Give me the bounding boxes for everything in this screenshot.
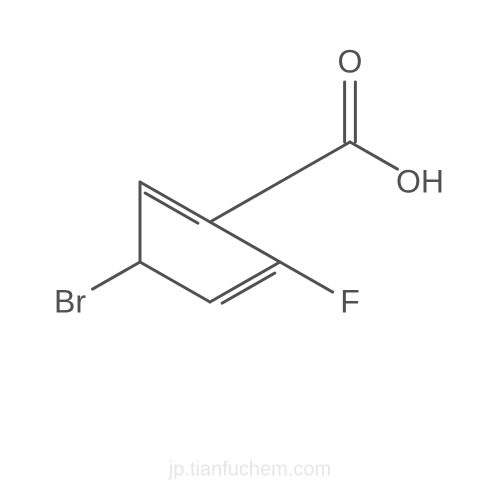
atom-label-oH: OH bbox=[396, 164, 444, 201]
atom-label-oD: O bbox=[338, 44, 363, 81]
bond-layer bbox=[0, 0, 500, 500]
atom-label-f: F bbox=[340, 284, 360, 321]
structure-canvas: O OH F Br jp.tianfuchem.com bbox=[0, 0, 500, 500]
atom-label-br: Br bbox=[54, 284, 86, 321]
watermark-text: jp.tianfuchem.com bbox=[169, 459, 331, 482]
